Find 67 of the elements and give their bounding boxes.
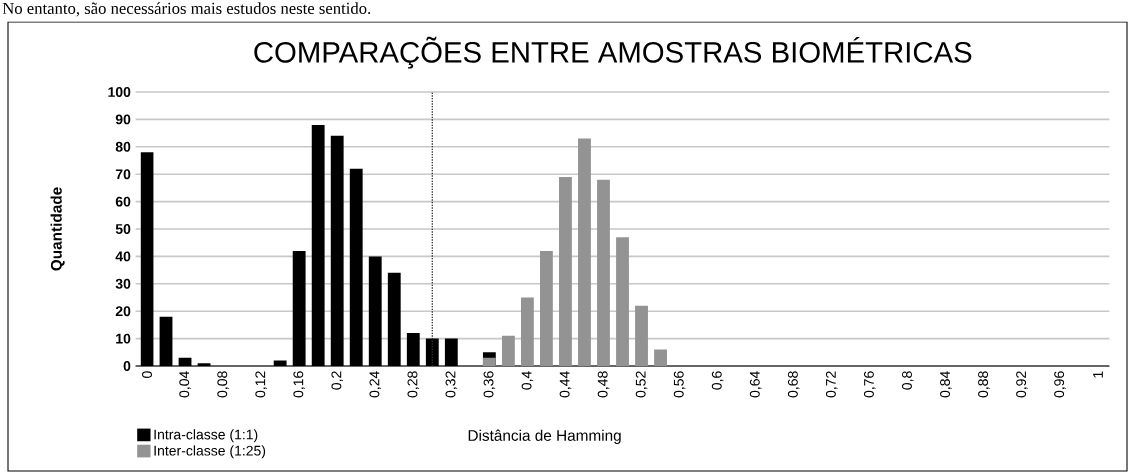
bar — [425, 338, 439, 366]
bar — [273, 360, 287, 366]
x-tick-label: 0,48 — [597, 371, 610, 398]
x-tick-label: 0,36 — [483, 371, 496, 398]
x-tick-label: 0,56 — [673, 371, 686, 398]
y-tick-label: 100 — [108, 87, 131, 97]
x-tick-label: 0,84 — [940, 371, 952, 398]
y-axis-title: Quantidade — [50, 187, 65, 271]
x-tick-label: 0,4 — [521, 371, 534, 390]
bar — [482, 357, 496, 366]
x-tick-label: 0,8 — [902, 371, 914, 390]
x-tick-label: 0,12 — [255, 371, 267, 398]
y-tick-label: 70 — [115, 169, 131, 180]
bar — [616, 237, 629, 366]
x-tick-label: 0,72 — [825, 371, 838, 398]
x-tick-label: 0,2 — [331, 371, 343, 390]
bar — [330, 135, 344, 366]
bar — [368, 256, 382, 366]
x-tick-label: 0,68 — [787, 371, 800, 398]
chart-title: COMPARAÇÕES ENTRE AMOSTRAS BIOMÉTRICAS — [254, 36, 972, 69]
text: No entanto, são necessários mais estudos neste sentido. — [2, 2, 371, 17]
bar — [520, 297, 534, 366]
x-axis-title: Distância de Hamming — [468, 429, 621, 444]
x-tick-label: 0,24 — [369, 371, 382, 398]
x-tick-label: 1 — [1093, 371, 1103, 378]
x-tick-label: 0,16 — [293, 371, 305, 398]
x-tick-label: 0,92 — [1016, 371, 1028, 398]
y-tick-label: 40 — [115, 251, 131, 262]
x-tick-label: 0,28 — [407, 371, 420, 398]
x-tick-label: 0,64 — [749, 371, 762, 398]
y-tick-label: 0 — [123, 361, 131, 371]
legend-label: Intra-classe (1:1) — [154, 429, 258, 443]
bar — [654, 349, 667, 366]
bar — [559, 176, 572, 366]
x-tick-label: 0,6 — [711, 371, 724, 390]
x-tick-label: 0,04 — [179, 371, 191, 398]
x-tick-label: 0,96 — [1054, 371, 1066, 398]
bar — [292, 250, 306, 366]
bar — [140, 152, 154, 366]
y-tick-label: 50 — [115, 224, 131, 234]
bar — [349, 168, 363, 366]
y-tick-label: 10 — [116, 333, 131, 344]
y-tick-label: 60 — [115, 196, 131, 207]
x-tick-label: 0,88 — [978, 371, 990, 398]
bar — [597, 179, 610, 366]
bar — [197, 363, 211, 366]
y-tick-label: 20 — [115, 306, 131, 317]
bar — [635, 305, 648, 366]
x-tick-label: 0,52 — [635, 371, 648, 398]
x-tick-label: 0,32 — [445, 371, 458, 398]
bar — [501, 335, 515, 366]
bar — [540, 250, 553, 366]
bar — [578, 138, 591, 366]
y-tick-label: 30 — [115, 278, 131, 289]
y-tick-label: 90 — [115, 114, 131, 125]
bar — [178, 357, 192, 366]
bar — [387, 272, 401, 366]
x-tick-label: 0,08 — [217, 371, 229, 398]
bar — [444, 338, 458, 366]
y-tick-label: 80 — [115, 141, 131, 152]
bar — [311, 124, 325, 366]
x-tick-label: 0,44 — [559, 371, 572, 398]
x-tick-label: 0 — [142, 371, 152, 378]
bar — [406, 333, 420, 366]
x-tick-label: 0,76 — [863, 371, 876, 398]
bar — [159, 316, 173, 366]
legend-label: Inter-classe (1:25) — [154, 445, 266, 459]
